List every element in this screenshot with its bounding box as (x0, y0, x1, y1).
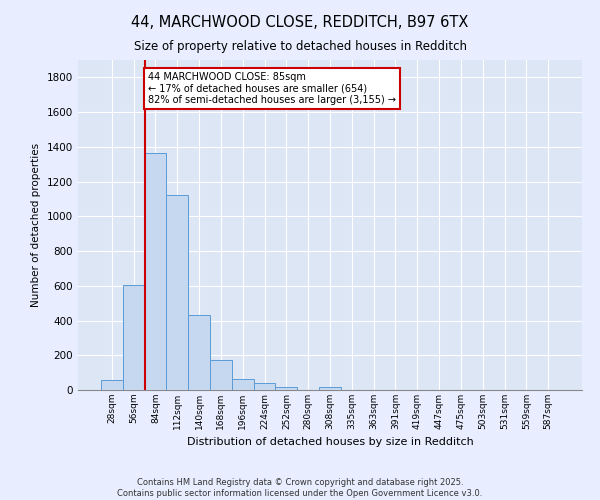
Bar (166, 194, 188, 390)
Bar (101, 380, 123, 390)
Bar (210, 360, 232, 390)
Bar (319, 387, 341, 390)
Text: 44, MARCHWOOD CLOSE, REDDITCH, B97 6TX: 44, MARCHWOOD CLOSE, REDDITCH, B97 6TX (131, 15, 469, 30)
Bar (145, 153, 166, 390)
Text: 44 MARCHWOOD CLOSE: 85sqm
← 17% of detached houses are smaller (654)
82% of semi: 44 MARCHWOOD CLOSE: 85sqm ← 17% of detac… (148, 72, 396, 106)
Text: Contains HM Land Registry data © Crown copyright and database right 2025.
Contai: Contains HM Land Registry data © Crown c… (118, 478, 482, 498)
Bar (254, 383, 275, 390)
Bar (275, 387, 297, 390)
Bar (123, 285, 145, 390)
Bar (188, 316, 210, 390)
Y-axis label: Number of detached properties: Number of detached properties (31, 143, 41, 307)
Bar (232, 378, 254, 390)
X-axis label: Distribution of detached houses by size in Redditch: Distribution of detached houses by size … (187, 438, 473, 448)
Text: Size of property relative to detached houses in Redditch: Size of property relative to detached ho… (133, 40, 467, 53)
